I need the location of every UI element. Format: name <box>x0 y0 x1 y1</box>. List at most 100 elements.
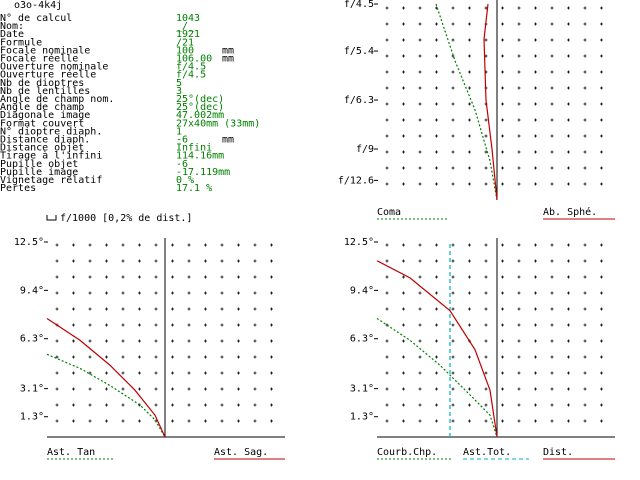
grid-plus <box>385 150 389 154</box>
grid-plus <box>138 387 141 391</box>
grid-plus <box>88 243 92 247</box>
grid-plus <box>385 134 389 138</box>
legend-label: Ab. Sphé. <box>543 206 597 218</box>
grid-plus <box>451 70 455 74</box>
grid-plus <box>550 134 554 138</box>
grid-plus <box>567 118 570 122</box>
grid-plus <box>550 307 554 311</box>
grid-plus <box>435 150 438 154</box>
param-label: Nb de dioptres <box>0 78 84 89</box>
grid-plus <box>583 22 587 26</box>
grid-plus <box>600 419 603 423</box>
grid-plus <box>435 355 438 359</box>
grid-plus <box>484 259 488 263</box>
grid-plus <box>402 339 405 343</box>
grid-plus <box>583 371 587 375</box>
grid-plus <box>534 22 537 26</box>
grid-plus <box>171 419 174 423</box>
grid-plus <box>220 291 224 295</box>
grid-plus <box>105 419 108 423</box>
grid-plus <box>517 102 521 106</box>
grid-plus <box>550 355 554 359</box>
curve <box>46 353 166 438</box>
grid-plus <box>435 70 438 74</box>
grid-plus <box>484 275 488 279</box>
window-title: o3o-4k4j <box>14 0 62 11</box>
grid-plus <box>237 339 240 343</box>
param-value: _/_ <box>176 21 195 32</box>
grid-plus <box>468 291 471 295</box>
grid-plus <box>88 419 92 423</box>
param-label: Focale réelle <box>0 53 78 65</box>
grid-plus <box>583 86 587 90</box>
grid-plus <box>451 22 455 26</box>
grid-plus <box>600 182 603 186</box>
grid-plus <box>270 307 273 311</box>
grid-plus <box>138 243 141 247</box>
grid-plus <box>484 118 488 122</box>
grid-plus <box>550 86 554 90</box>
param-label: N° de calcul <box>0 13 72 24</box>
grid-plus <box>567 54 570 58</box>
grid-plus <box>204 355 207 359</box>
grid-plus <box>501 166 504 170</box>
grid-plus <box>501 419 504 423</box>
grid-plus <box>154 355 158 359</box>
grid-plus <box>534 323 537 327</box>
grid-plus <box>154 387 158 391</box>
grid-plus <box>567 371 570 375</box>
grid-plus <box>88 323 92 327</box>
grid-plus <box>583 387 587 391</box>
grid-plus <box>385 243 389 247</box>
grid-plus <box>55 275 59 279</box>
grid-plus <box>435 102 438 106</box>
grid-plus <box>171 307 174 311</box>
grid-plus <box>534 355 537 359</box>
grid-plus <box>583 259 587 263</box>
grid-plus <box>121 275 125 279</box>
grid-plus <box>435 339 438 343</box>
grid-plus <box>435 118 438 122</box>
grid-plus <box>418 6 422 10</box>
grid-plus <box>171 259 174 263</box>
grid-plus <box>583 166 587 170</box>
grid-plus <box>55 307 59 311</box>
grid-plus <box>567 70 570 74</box>
grid-plus <box>402 102 405 106</box>
grid-plus <box>451 307 455 311</box>
grid-plus <box>171 323 174 327</box>
grid-plus <box>501 355 504 359</box>
grid-plus <box>204 387 207 391</box>
curve <box>483 3 498 201</box>
legend-label: Ast. Tan <box>47 447 95 458</box>
param-label: Nom: <box>0 21 24 32</box>
grid-plus <box>600 275 603 279</box>
param-label: Tirage à l'infini <box>0 150 102 162</box>
grid-plus <box>154 259 158 263</box>
grid-plus <box>253 403 257 407</box>
grid-plus <box>121 403 125 407</box>
grid-plus <box>435 166 438 170</box>
grid-plus <box>501 291 504 295</box>
grid-plus <box>385 70 389 74</box>
grid-plus <box>534 403 537 407</box>
param-value: 114.16mm <box>176 151 224 162</box>
grid-plus <box>534 102 537 106</box>
grid-plus <box>501 70 504 74</box>
grid-plus <box>468 118 471 122</box>
grid-plus <box>501 118 504 122</box>
grid-plus <box>550 275 554 279</box>
param-value: 25°(dec) <box>176 102 224 113</box>
grid-plus <box>534 54 537 58</box>
grid-plus <box>484 38 488 42</box>
y-tick-label: 3.1° <box>20 384 44 395</box>
grid-plus <box>583 134 587 138</box>
grid-plus <box>484 355 488 359</box>
grid-plus <box>88 307 92 311</box>
grid-plus <box>253 243 257 247</box>
grid-plus <box>88 355 92 359</box>
grid-plus <box>517 387 521 391</box>
grid-plus <box>270 419 273 423</box>
grid-plus <box>385 291 389 295</box>
grid-plus <box>550 38 554 42</box>
